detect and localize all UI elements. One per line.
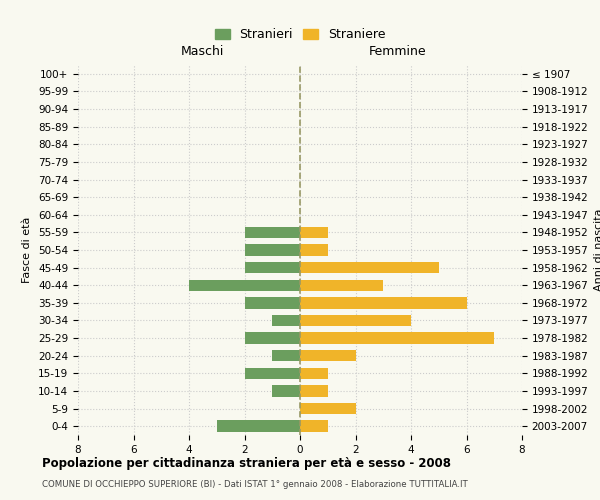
Bar xyxy=(300,262,439,274)
Bar xyxy=(217,420,300,432)
Bar xyxy=(300,280,383,291)
Bar xyxy=(300,350,355,362)
Bar xyxy=(300,385,328,396)
Y-axis label: Anni di nascita: Anni di nascita xyxy=(594,209,600,291)
Bar xyxy=(245,368,300,379)
Bar xyxy=(300,403,355,414)
Bar xyxy=(245,297,300,308)
Y-axis label: Fasce di età: Fasce di età xyxy=(22,217,32,283)
Text: Maschi: Maschi xyxy=(181,44,224,58)
Bar xyxy=(245,332,300,344)
Bar xyxy=(272,350,300,362)
Bar xyxy=(272,385,300,396)
Text: Femmine: Femmine xyxy=(369,44,427,58)
Bar xyxy=(300,315,411,326)
Bar xyxy=(300,297,467,308)
Text: COMUNE DI OCCHIEPPO SUPERIORE (BI) - Dati ISTAT 1° gennaio 2008 - Elaborazione T: COMUNE DI OCCHIEPPO SUPERIORE (BI) - Dat… xyxy=(42,480,468,489)
Bar xyxy=(245,226,300,238)
Bar xyxy=(272,315,300,326)
Text: Popolazione per cittadinanza straniera per età e sesso - 2008: Popolazione per cittadinanza straniera p… xyxy=(42,458,451,470)
Bar xyxy=(300,368,328,379)
Bar xyxy=(300,332,494,344)
Bar xyxy=(189,280,300,291)
Legend: Stranieri, Straniere: Stranieri, Straniere xyxy=(209,23,391,46)
Bar xyxy=(300,420,328,432)
Bar xyxy=(245,262,300,274)
Bar xyxy=(300,226,328,238)
Bar xyxy=(245,244,300,256)
Bar xyxy=(300,244,328,256)
